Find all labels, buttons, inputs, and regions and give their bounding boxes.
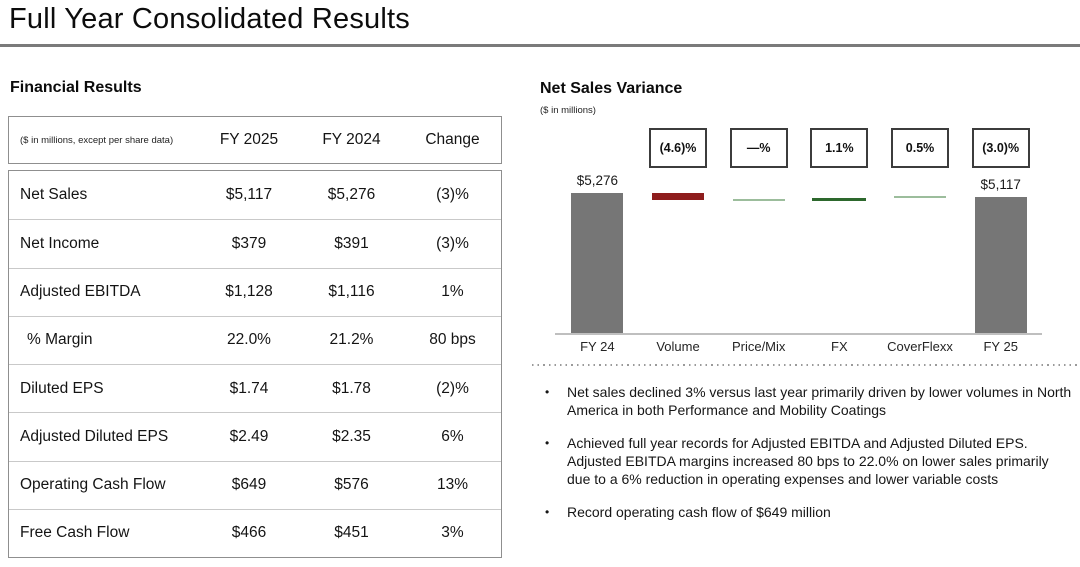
variance-chart-units-note: ($ in millions)	[540, 105, 596, 116]
row-fy2024-value: $451	[334, 524, 369, 542]
row-change-value: 80 bps	[429, 331, 476, 349]
pricemix-delta-bar	[732, 199, 785, 201]
row-fy2024-value: $1,116	[328, 283, 375, 301]
fx-delta-bar	[812, 198, 867, 201]
row-fy2025-value: $466	[231, 524, 267, 542]
row-fy2025-value: $5,117	[225, 186, 273, 204]
table-row: Net Sales $5,117 $5,276 (3)%	[9, 171, 501, 219]
coverflexx-delta-bar	[894, 196, 947, 198]
row-fy2025-value: $379	[231, 234, 267, 252]
row-change-value: (2)%	[436, 379, 469, 397]
x-label-coverflexx: CoverFlexx	[887, 339, 953, 354]
bullet-text: Record operating cash flow of $649 milli…	[567, 504, 831, 520]
bullet-icon: •	[545, 505, 550, 519]
row-fy2024-value: $391	[334, 234, 369, 252]
row-change-value: 13%	[436, 476, 469, 494]
row-fy2025-value: 22.0%	[227, 331, 271, 349]
chart-x-axis-labels: FY 24 Volume Price/Mix FX CoverFlexx FY …	[557, 339, 1041, 354]
bullet-text: Net sales declined 3% versus last year p…	[567, 384, 1072, 418]
chart-column-coverflexx: 0.5%	[880, 118, 961, 334]
variance-chart-heading: Net Sales Variance	[540, 80, 683, 97]
row-label: Net Sales	[20, 186, 88, 204]
chart-column-fy25: (3.0)% $5,117	[960, 118, 1041, 334]
commentary-bullet-list: • Net sales declined 3% versus last year…	[545, 383, 1075, 536]
row-label: Adjusted EBITDA	[20, 283, 141, 301]
row-change-value: (3)%	[436, 234, 469, 252]
bullet-text: Achieved full year records for Adjusted …	[567, 435, 1049, 487]
chart-column-fy24: $5,276	[557, 118, 638, 334]
bullet-icon: •	[545, 436, 550, 450]
column-header-fy2025: FY 2025	[219, 131, 279, 148]
table-units-note: ($ in millions, except per share data)	[20, 134, 174, 146]
fy25-total-bar	[974, 197, 1027, 333]
x-label-fy25: FY 25	[983, 339, 1018, 354]
table-row: Adjusted Diluted EPS $2.49 $2.35 6%	[9, 412, 501, 460]
fy24-total-bar	[571, 193, 624, 333]
fy25-bar-value-label: $5,117	[980, 177, 1021, 192]
row-change-value: 3%	[441, 524, 464, 542]
fy25-pct-badge: (3.0)%	[971, 128, 1030, 168]
list-item: • Achieved full year records for Adjuste…	[545, 434, 1075, 488]
list-item: • Record operating cash flow of $649 mil…	[545, 503, 1075, 521]
title-divider	[0, 44, 1080, 47]
row-fy2025-value: $649	[231, 476, 267, 494]
page-title: Full Year Consolidated Results	[9, 3, 410, 35]
row-change-value: (3)%	[436, 186, 469, 204]
row-fy2025-value: $2.49	[229, 427, 269, 445]
row-fy2024-value: 21.2%	[329, 331, 374, 349]
pricemix-pct-badge: —%	[729, 128, 788, 168]
financial-table-body: Net Sales $5,117 $5,276 (3)% Net Income …	[8, 170, 502, 558]
chart-column-pricemix: —%	[718, 118, 799, 334]
financial-results-heading: Financial Results	[10, 79, 142, 96]
row-fy2024-value: $576	[334, 476, 369, 494]
row-fy2024-value: $5,276	[327, 186, 376, 204]
row-fy2025-value: $1,128	[225, 283, 273, 301]
fx-pct-badge: 1.1%	[810, 128, 869, 168]
table-row: Adjusted EBITDA $1,128 $1,116 1%	[9, 267, 501, 316]
row-label: % Margin	[27, 331, 93, 349]
table-row: Diluted EPS $1.74 $1.78 (2)%	[9, 364, 501, 412]
row-label: Free Cash Flow	[20, 524, 130, 542]
bullet-icon: •	[545, 385, 550, 399]
column-header-fy2024: FY 2024	[322, 131, 381, 148]
row-label: Adjusted Diluted EPS	[20, 427, 169, 445]
financial-table-header: ($ in millions, except per share data) F…	[8, 116, 502, 164]
row-change-value: 1%	[441, 283, 464, 301]
table-row: Free Cash Flow $466 $451 3%	[9, 508, 501, 557]
fy24-bar-value-label: $5,276	[576, 173, 618, 188]
row-fy2025-value: $1.74	[229, 379, 269, 397]
dotted-divider	[532, 364, 1080, 366]
waterfall-chart: $5,276 (4.6)% —% 1.1% 0.5% (3.0)% $5,117	[557, 118, 1041, 334]
row-label: Diluted EPS	[20, 379, 104, 397]
table-row: % Margin 22.0% 21.2% 80 bps	[9, 315, 501, 364]
table-row: Operating Cash Flow $649 $576 13%	[9, 460, 501, 509]
chart-x-axis-line	[555, 333, 1042, 335]
row-change-value: 6%	[441, 427, 464, 445]
x-label-fx: FX	[831, 339, 848, 354]
table-row: Net Income $379 $391 (3)%	[9, 219, 501, 267]
chart-column-fx: 1.1%	[799, 118, 880, 334]
list-item: • Net sales declined 3% versus last year…	[545, 383, 1075, 419]
row-label: Net Income	[20, 234, 100, 252]
row-label: Operating Cash Flow	[20, 476, 166, 494]
chart-column-volume: (4.6)%	[638, 118, 719, 334]
column-header-change: Change	[425, 131, 480, 148]
x-label-fy24: FY 24	[580, 339, 615, 354]
x-label-pricemix: Price/Mix	[731, 339, 786, 354]
volume-pct-badge: (4.6)%	[649, 128, 707, 168]
x-label-volume: Volume	[656, 339, 700, 354]
row-fy2024-value: $1.78	[332, 379, 371, 397]
volume-delta-bar	[652, 193, 704, 200]
coverflexx-pct-badge: 0.5%	[891, 128, 950, 168]
row-fy2024-value: $2.35	[332, 427, 371, 445]
